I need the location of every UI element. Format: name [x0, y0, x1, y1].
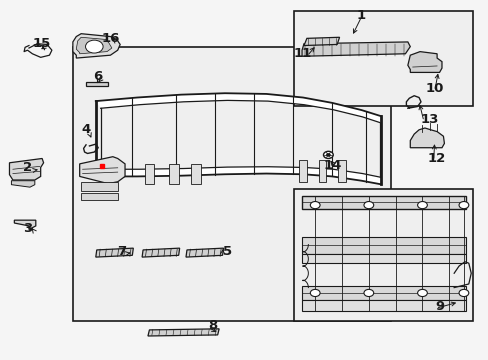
- Text: 7: 7: [117, 245, 126, 258]
- Bar: [86, 82, 108, 86]
- Bar: [337, 160, 345, 182]
- Bar: [302, 196, 466, 210]
- Polygon shape: [96, 167, 380, 184]
- Bar: [302, 253, 466, 263]
- Polygon shape: [409, 128, 444, 148]
- Circle shape: [310, 289, 320, 297]
- Circle shape: [323, 151, 332, 158]
- Text: 11: 11: [293, 47, 311, 60]
- Polygon shape: [9, 158, 43, 180]
- Text: 10: 10: [425, 82, 443, 95]
- Circle shape: [363, 202, 373, 209]
- Circle shape: [417, 289, 427, 297]
- Bar: [294, 189, 472, 320]
- Text: 6: 6: [93, 69, 102, 82]
- Bar: [190, 164, 200, 184]
- Bar: [73, 47, 390, 320]
- Text: 3: 3: [23, 222, 32, 235]
- Polygon shape: [96, 248, 133, 257]
- Bar: [81, 182, 118, 191]
- Bar: [294, 12, 472, 107]
- Polygon shape: [142, 248, 179, 257]
- Text: 14: 14: [323, 159, 341, 172]
- Circle shape: [458, 289, 468, 297]
- Text: 8: 8: [208, 319, 217, 332]
- Circle shape: [417, 202, 427, 209]
- Polygon shape: [96, 93, 380, 123]
- Text: 15: 15: [33, 37, 51, 50]
- Polygon shape: [407, 51, 441, 72]
- Polygon shape: [14, 220, 36, 229]
- Bar: [168, 164, 178, 184]
- Text: 9: 9: [434, 300, 443, 313]
- Bar: [81, 193, 118, 200]
- Polygon shape: [302, 42, 409, 56]
- Bar: [144, 164, 154, 184]
- Text: 2: 2: [23, 161, 32, 174]
- Circle shape: [458, 202, 468, 209]
- Circle shape: [310, 202, 320, 209]
- Polygon shape: [185, 248, 223, 257]
- Bar: [302, 286, 466, 300]
- Text: 5: 5: [223, 245, 231, 258]
- Polygon shape: [80, 157, 125, 184]
- Polygon shape: [148, 329, 219, 336]
- Text: 12: 12: [427, 152, 446, 165]
- Circle shape: [363, 289, 373, 297]
- Bar: [318, 160, 326, 182]
- Text: 16: 16: [101, 32, 120, 45]
- Circle shape: [326, 153, 330, 156]
- Polygon shape: [76, 37, 112, 54]
- Bar: [302, 237, 466, 253]
- Circle shape: [85, 40, 103, 53]
- Polygon shape: [304, 37, 339, 45]
- Bar: [299, 160, 306, 182]
- Text: 1: 1: [356, 9, 366, 22]
- Bar: [302, 300, 466, 311]
- Text: 13: 13: [420, 113, 438, 126]
- Polygon shape: [73, 34, 120, 58]
- Polygon shape: [11, 181, 35, 187]
- Text: 4: 4: [81, 123, 90, 136]
